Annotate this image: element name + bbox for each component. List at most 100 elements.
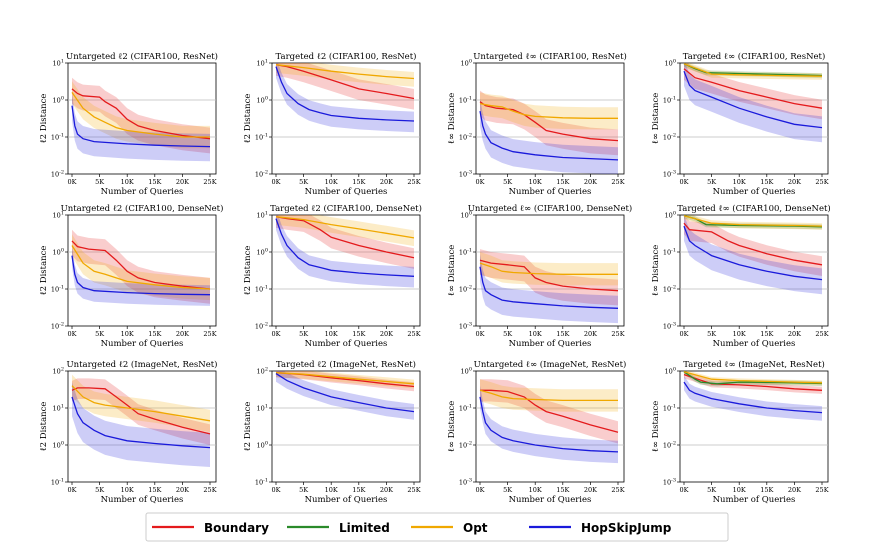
- x-tick-label: 15K: [760, 486, 773, 494]
- x-tick-label: 0K: [68, 486, 77, 494]
- series-line-boundary: [480, 389, 619, 433]
- y-tick-label: 10-2: [459, 285, 472, 294]
- y-tick-label: 101: [257, 211, 268, 220]
- series-line-opt: [275, 216, 415, 239]
- x-tick-label: 5K: [503, 178, 512, 186]
- band-opt: [480, 92, 618, 130]
- band-opt: [72, 374, 210, 432]
- x-tick-label: 20K: [584, 486, 597, 494]
- y-axis-label: ℓ∞ Distance: [651, 245, 661, 297]
- x-tick-label: 5K: [707, 330, 716, 338]
- y-tick-label: 10-3: [663, 170, 676, 179]
- legend-label-boundary: Boundary: [204, 521, 269, 535]
- plot-area: [271, 62, 421, 175]
- y-tick-label: 10-1: [255, 133, 268, 142]
- series-line-hopskipjump: [683, 381, 823, 414]
- y-tick-label: 102: [257, 367, 268, 376]
- y-tick-label: 10-2: [663, 133, 676, 142]
- panel-title: Targeted ℓ2 (CIFAR100, DenseNet): [270, 203, 422, 214]
- x-tick-label: 20K: [584, 178, 597, 186]
- x-tick-label: 20K: [176, 486, 189, 494]
- x-tick-label: 20K: [788, 178, 801, 186]
- band-opt: [276, 215, 414, 247]
- x-tick-label: 0K: [680, 330, 689, 338]
- panel-title: Targeted ℓ2 (ImageNet, ResNet): [276, 359, 416, 370]
- series-line-hopskipjump: [275, 218, 415, 277]
- x-tick-label: 10K: [325, 178, 338, 186]
- x-axis-label: Number of Queries: [101, 495, 184, 505]
- series-line-opt: [479, 262, 618, 275]
- chart-panel-9: Untargeted ℓ2 (ImageNet, ResNet) 10-1 100 1…: [39, 359, 217, 505]
- y-tick-label: 10-3: [459, 478, 472, 487]
- y-axis-label: ℓ∞ Distance: [651, 401, 661, 453]
- x-tick-label: 0K: [272, 330, 281, 338]
- y-tick-label: 10-2: [459, 133, 472, 142]
- plot-area: [271, 370, 421, 483]
- chart-panel-7: Untargeted ℓ∞ (CIFAR100, DenseNet) 10-3 10…: [447, 203, 632, 349]
- y-tick-label: 101: [53, 59, 64, 68]
- panel-title: Untargeted ℓ∞ (ImageNet, ResNet): [474, 359, 627, 370]
- x-tick-label: 0K: [476, 178, 485, 186]
- x-tick-label: 10K: [121, 330, 134, 338]
- y-tick-label: 101: [257, 404, 268, 413]
- series-line-boundary: [275, 216, 415, 259]
- y-tick-label: 10-1: [459, 248, 472, 257]
- x-tick-label: 15K: [556, 178, 569, 186]
- y-tick-label: 10-1: [663, 404, 676, 413]
- x-tick-label: 25K: [611, 178, 624, 186]
- band-boundary: [684, 215, 822, 276]
- y-tick-label: 100: [461, 211, 472, 220]
- x-axis-label: Number of Queries: [509, 187, 592, 197]
- y-axis-label: ℓ2 Distance: [39, 94, 49, 144]
- x-axis-label: Number of Queries: [713, 339, 796, 349]
- y-axis-label: ℓ∞ Distance: [447, 245, 457, 297]
- series-line-opt: [683, 215, 823, 227]
- panel-title: Untargeted ℓ2 (CIFAR100, DenseNet): [61, 203, 224, 214]
- panel-title: Untargeted ℓ∞ (CIFAR100, DenseNet): [468, 203, 633, 214]
- y-axis-label: ℓ∞ Distance: [447, 93, 457, 145]
- panel-title: Targeted ℓ∞ (ImageNet, ResNet): [683, 359, 825, 370]
- x-tick-label: 10K: [733, 330, 746, 338]
- x-tick-label: 25K: [407, 486, 420, 494]
- panel-title: Targeted ℓ2 (CIFAR100, ResNet): [276, 51, 417, 62]
- y-axis-label: ℓ2 Distance: [243, 94, 253, 144]
- series-line-hopskipjump: [71, 105, 211, 148]
- band-hopskipjump: [276, 63, 414, 133]
- x-tick-label: 5K: [707, 178, 716, 186]
- x-tick-label: 10K: [529, 178, 542, 186]
- x-tick-label: 15K: [352, 330, 365, 338]
- x-tick-label: 10K: [121, 178, 134, 186]
- x-tick-label: 5K: [95, 486, 104, 494]
- plot-area: [67, 370, 217, 483]
- band-hopskipjump: [276, 371, 414, 420]
- series-line-boundary: [479, 259, 619, 292]
- y-tick-label: 10-1: [255, 478, 268, 487]
- series-line-boundary: [479, 101, 619, 142]
- legend: Boundary Limited Opt HopSkipJump: [145, 512, 729, 542]
- x-tick-label: 15K: [760, 330, 773, 338]
- x-tick-label: 25K: [203, 178, 216, 186]
- series-line-hopskipjump: [683, 225, 823, 281]
- x-tick-label: 0K: [68, 178, 77, 186]
- plot-area: [679, 62, 829, 175]
- y-tick-label: 10-2: [51, 322, 64, 331]
- y-tick-label: 100: [257, 248, 268, 257]
- series-line-opt: [71, 385, 211, 422]
- x-tick-label: 0K: [680, 486, 689, 494]
- x-axis-label: Number of Queries: [305, 495, 388, 505]
- y-axis-label: ℓ2 Distance: [243, 246, 253, 296]
- y-tick-label: 100: [665, 367, 676, 376]
- band-boundary: [276, 63, 414, 110]
- y-tick-label: 10-1: [51, 133, 64, 142]
- series-line-hopskipjump: [71, 255, 211, 296]
- band-hopskipjump: [276, 215, 414, 288]
- series-line-boundary: [71, 88, 211, 140]
- series-line-hopskipjump: [275, 66, 415, 122]
- x-tick-label: 20K: [380, 178, 393, 186]
- x-axis-label: Number of Queries: [509, 339, 592, 349]
- chart-panel-11: Untargeted ℓ∞ (ImageNet, ResNet) 10-3 10-2…: [447, 359, 626, 505]
- x-tick-label: 20K: [584, 330, 597, 338]
- x-tick-label: 10K: [325, 486, 338, 494]
- x-tick-label: 20K: [176, 330, 189, 338]
